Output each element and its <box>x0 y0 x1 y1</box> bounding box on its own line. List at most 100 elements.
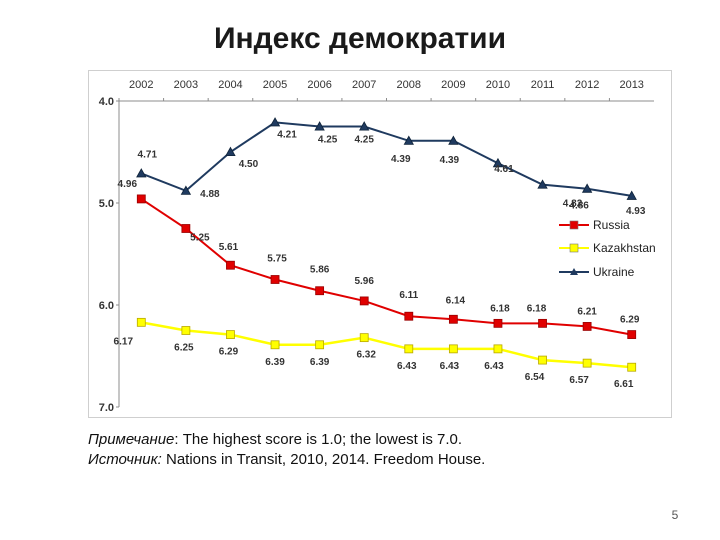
y-tick-label: 6.0 <box>99 300 114 312</box>
russia-point <box>136 194 146 204</box>
ukraine-data-label: 4.39 <box>391 154 411 165</box>
ukraine-point <box>314 121 325 131</box>
kazakhstan-point <box>270 340 280 350</box>
kazakhstan-data-label: 6.39 <box>265 357 285 368</box>
kazakhstan-point <box>181 326 191 335</box>
ukraine-data-label: 4.21 <box>277 129 297 140</box>
kazakhstan-point <box>538 355 547 365</box>
ukraine-data-label: 4.82 <box>563 199 583 210</box>
kazakhstan-point <box>582 358 592 368</box>
kazakhstan-data-label: 6.25 <box>174 343 194 354</box>
russia-data-label: 5.96 <box>354 276 374 287</box>
ukraine-data-label: 4.39 <box>440 155 460 166</box>
russia-point <box>315 286 325 296</box>
russia-data-label: 5.61 <box>219 242 239 253</box>
russia-point <box>181 224 191 233</box>
russia-point <box>270 275 280 284</box>
x-tick-label: 2010 <box>486 79 510 91</box>
kazakhstan-point <box>627 362 637 372</box>
ukraine-legend-label: Ukraine <box>593 265 635 279</box>
page-number: 5 <box>671 508 679 522</box>
ukraine-data-label: 4.25 <box>318 135 338 146</box>
kazakhstan-data-label: 6.57 <box>569 375 589 386</box>
y-tick-label: 5.0 <box>99 198 114 210</box>
ukraine-point <box>626 190 637 200</box>
kazakhstan-point <box>359 333 369 343</box>
russia-point <box>582 322 592 331</box>
ukraine-data-label: 4.25 <box>354 135 374 146</box>
russia-point <box>493 318 503 328</box>
russia-data-label: 5.86 <box>310 265 330 276</box>
ukraine-point <box>537 179 548 189</box>
kazakhstan-legend-marker <box>569 243 579 253</box>
slide-title: Индекс демократии <box>213 22 507 55</box>
russia-data-label: 6.11 <box>399 290 418 301</box>
source-line: Источник: Nations in Transit, 2010, 2014… <box>88 450 688 470</box>
ukraine-data-label: 4.86 <box>569 201 589 212</box>
ukraine-point <box>269 117 281 127</box>
kazakhstan-data-label: 6.29 <box>219 347 239 358</box>
kazakhstan-data-label: 6.43 <box>484 361 504 372</box>
russia-data-label: 6.18 <box>490 303 510 314</box>
russia-data-label: 6.14 <box>446 295 466 306</box>
kazakhstan-point <box>226 330 235 339</box>
line-chart: 2002 2003 2004 2005 2006 2007 2008 2009 2010 2011… <box>99 79 656 414</box>
ukraine-point <box>581 183 593 193</box>
russia-point <box>404 311 414 321</box>
kazakhstan-point <box>136 317 146 327</box>
caption: Примечание: The highest score is 1.0; th… <box>88 430 688 470</box>
x-tick-label: 2007 <box>352 79 376 91</box>
russia-data-label: 6.29 <box>620 315 640 326</box>
note-line: Примечание: The highest score is 1.0; th… <box>88 430 688 450</box>
russia-data-label: 4.96 <box>118 179 138 190</box>
x-tick-label: 2006 <box>307 79 331 91</box>
kazakhstan-data-label: 6.61 <box>614 379 634 390</box>
x-tick-label: 2004 <box>218 79 242 91</box>
x-tick-label: 2008 <box>397 79 421 91</box>
russia-series-line <box>140 198 632 336</box>
x-tick-label: 2013 <box>619 79 643 91</box>
kazakhstan-point <box>315 340 325 350</box>
russia-data-label: 5.75 <box>267 254 287 265</box>
ukraine-data-label: 4.61 <box>494 164 514 175</box>
source-text: Nations in Transit, 2010, 2014. Freedom … <box>161 451 486 468</box>
x-tick-label: 2003 <box>174 79 198 91</box>
russia-data-label: 5.25 <box>190 233 210 244</box>
ukraine-data-label: 4.50 <box>239 159 259 170</box>
kazakhstan-data-label: 6.17 <box>114 336 134 347</box>
y-tick-label: 7.0 <box>99 402 114 414</box>
kazakhstan-data-label: 6.54 <box>525 372 545 383</box>
ukraine-point <box>448 135 459 145</box>
kazakhstan-data-label: 6.32 <box>356 350 376 361</box>
russia-data-label: 6.21 <box>577 306 597 317</box>
ukraine-data-label: 4.93 <box>626 206 646 217</box>
x-tick-label: 2012 <box>575 79 599 91</box>
russia-legend-label: Russia <box>593 218 630 232</box>
ukraine-point <box>403 135 414 145</box>
x-tick-label: 2005 <box>263 79 287 91</box>
ukraine-point <box>225 146 236 156</box>
russia-point <box>226 260 235 270</box>
kazakhstan-legend-label: Kazakhstan <box>593 241 656 255</box>
kazakhstan-point <box>493 344 503 354</box>
x-tick-label: 2002 <box>129 79 153 91</box>
kazakhstan-data-label: 6.43 <box>440 361 460 372</box>
russia-point <box>359 296 369 306</box>
ukraine-point <box>359 121 370 131</box>
x-tick-label: 2009 <box>441 79 465 91</box>
source-label: Источник: <box>88 451 162 468</box>
russia-point <box>538 318 547 328</box>
chart-frame: 2002 2003 2004 2005 2006 2007 2008 2009 2010 2011… <box>88 70 672 418</box>
ukraine-point <box>136 168 147 178</box>
x-tick-label: 2011 <box>531 79 555 91</box>
ukraine-series-line <box>140 121 632 197</box>
russia-point <box>448 314 458 324</box>
ukraine-point <box>492 157 504 168</box>
kazakhstan-point <box>404 344 414 354</box>
ukraine-point <box>180 185 192 195</box>
kazakhstan-data-label: 6.43 <box>397 361 417 372</box>
note-text: : The highest score is 1.0; the lowest i… <box>174 431 463 448</box>
note-label: Примечание <box>88 431 175 448</box>
y-tick-label: 4.0 <box>99 96 114 108</box>
russia-point <box>627 330 637 339</box>
